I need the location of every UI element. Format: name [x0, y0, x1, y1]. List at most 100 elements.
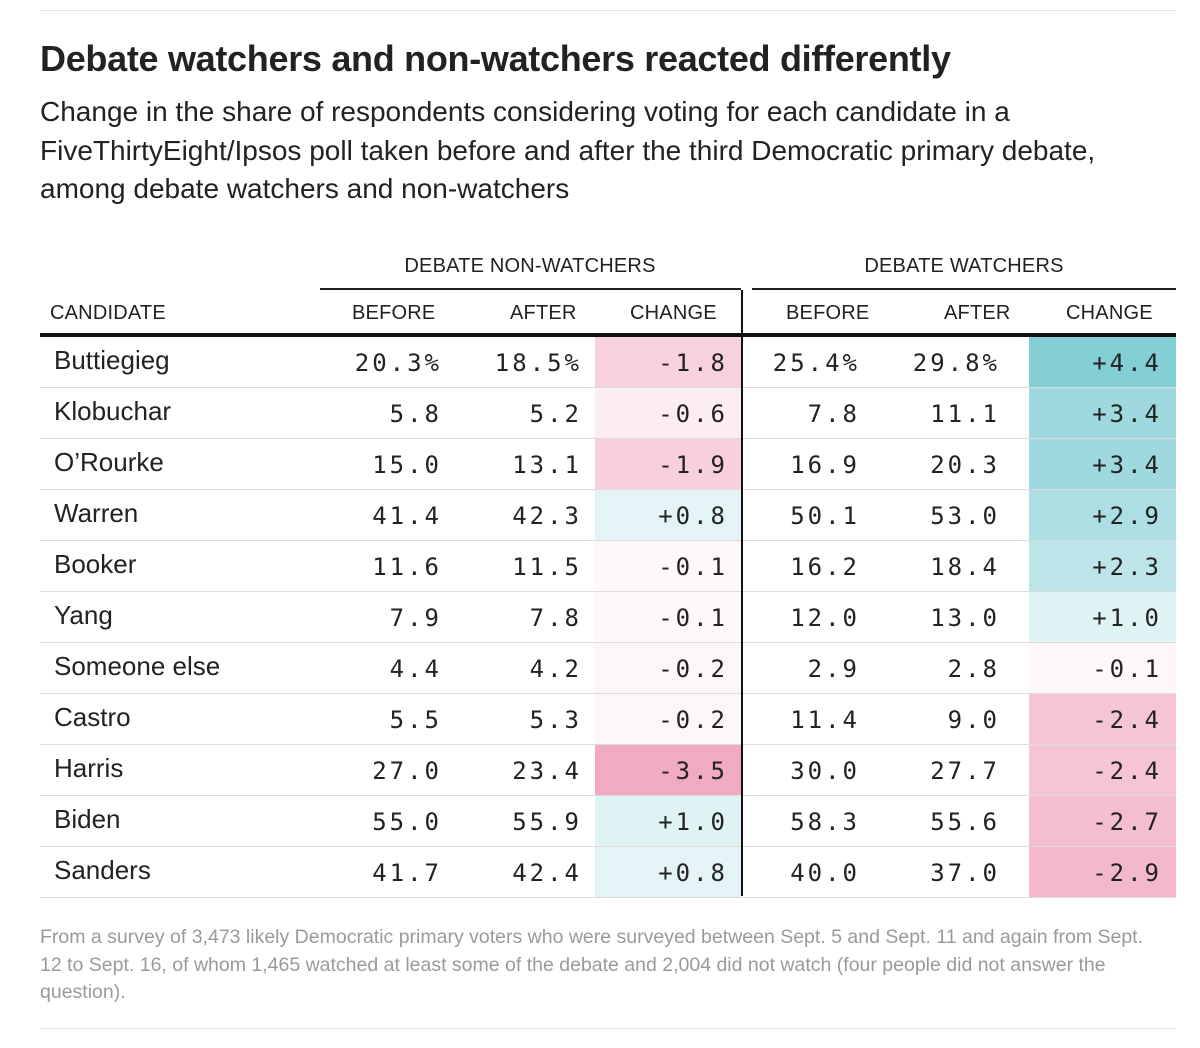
change-cell-non-watchers: [595, 643, 741, 694]
row-separator: [40, 489, 1176, 490]
value-w-after: 29.8%: [912, 349, 1000, 377]
row-separator: [40, 897, 1176, 898]
change-cell-watchers: [1029, 694, 1176, 745]
row-separator: [40, 540, 1176, 541]
value-w-change: -2.4: [1092, 706, 1162, 734]
value-w-change: -2.4: [1092, 757, 1162, 785]
candidate-name: Biden: [54, 804, 121, 834]
value-nw-after: 4.2: [529, 655, 582, 683]
column-header-w-change: CHANGE: [1066, 302, 1153, 324]
value-w-before: 40.0: [790, 859, 860, 887]
change-cell-non-watchers: [595, 541, 741, 592]
change-cell-non-watchers: [595, 439, 741, 490]
table-row: Buttiegieg 20.3% 18.5% -1.8 25.4% 29.8% +4.4: [40, 337, 1176, 388]
change-cell-non-watchers: [595, 847, 741, 898]
value-nw-before: 15.0: [372, 451, 442, 479]
chart-subtitle: Change in the share of respondents consi…: [40, 96, 1096, 204]
change-cell-non-watchers: [595, 388, 741, 439]
value-w-before: 25.4%: [772, 349, 860, 377]
value-nw-before: 41.4: [372, 502, 442, 530]
value-w-before: 16.2: [790, 553, 860, 581]
table-row: Castro 5.5 5.3 -0.2 11.4 9.0 -2.4: [40, 694, 1176, 745]
value-w-before: 16.9: [790, 451, 860, 479]
candidate-name: O’Rourke: [54, 447, 164, 477]
header-rule: [40, 333, 1176, 337]
table-row: Yang 7.9 7.8 -0.1 12.0 13.0 +1.0: [40, 592, 1176, 643]
top-rule: [40, 10, 1176, 11]
value-nw-before: 55.0: [372, 808, 442, 836]
column-header-w-before: BEFORE: [786, 302, 870, 324]
bottom-rule: [40, 1028, 1176, 1029]
change-cell-watchers: [1029, 541, 1176, 592]
value-w-before: 2.9: [807, 655, 860, 683]
chart-title: Debate watchers and non-watchers reacted…: [40, 38, 951, 79]
value-w-after: 13.0: [930, 604, 1000, 632]
value-nw-before: 20.3%: [354, 349, 442, 377]
candidate-name: Buttiegieg: [54, 345, 170, 375]
table-row: O’Rourke 15.0 13.1 -1.9 16.9 20.3 +3.4: [40, 439, 1176, 490]
value-nw-after: 5.2: [529, 400, 582, 428]
change-cell-non-watchers: [595, 745, 741, 796]
value-w-before: 50.1: [790, 502, 860, 530]
row-separator: [40, 846, 1176, 847]
candidate-name: Harris: [54, 753, 124, 783]
value-nw-change: -3.5: [658, 757, 728, 785]
change-cell-watchers: [1029, 388, 1176, 439]
value-nw-change: +0.8: [658, 859, 728, 887]
candidate-name: Yang: [54, 600, 113, 630]
value-nw-after: 18.5%: [494, 349, 582, 377]
table-row: Klobuchar 5.8 5.2 -0.6 7.8 11.1 +3.4: [40, 388, 1176, 439]
value-w-change: -0.1: [1092, 655, 1162, 683]
change-cell-non-watchers: [595, 337, 741, 388]
change-cell-non-watchers: [595, 694, 741, 745]
value-nw-after: 23.4: [512, 757, 582, 785]
group-label-watchers: DEBATE WATCHERS: [864, 255, 1064, 277]
candidate-name: Klobuchar: [54, 396, 172, 426]
table-row: Biden 55.0 55.9 +1.0 58.3 55.6 -2.7: [40, 796, 1176, 847]
value-nw-before: 4.4: [389, 655, 442, 683]
value-w-after: 18.4: [930, 553, 1000, 581]
value-nw-change: -1.9: [658, 451, 728, 479]
table-row: Harris 27.0 23.4 -3.5 30.0 27.7 -2.4: [40, 745, 1176, 796]
group-label-non-watchers: DEBATE NON-WATCHERS: [404, 255, 656, 277]
change-cell-watchers: [1029, 490, 1176, 541]
change-cell-watchers: [1029, 337, 1176, 388]
group-divider: [741, 290, 743, 896]
change-cell-non-watchers: [595, 592, 741, 643]
change-cell-watchers: [1029, 796, 1176, 847]
row-separator: [40, 795, 1176, 796]
value-nw-after: 5.3: [529, 706, 582, 734]
value-w-after: 37.0: [930, 859, 1000, 887]
value-w-before: 58.3: [790, 808, 860, 836]
change-cell-non-watchers: [595, 490, 741, 541]
value-nw-after: 7.8: [529, 604, 582, 632]
value-nw-before: 27.0: [372, 757, 442, 785]
value-nw-before: 41.7: [372, 859, 442, 887]
change-cell-watchers: [1029, 439, 1176, 490]
value-nw-change: -0.1: [658, 553, 728, 581]
table-row: Booker 11.6 11.5 -0.1 16.2 18.4 +2.3: [40, 541, 1176, 592]
column-header-nw-before: BEFORE: [352, 302, 436, 324]
value-w-change: +2.9: [1092, 502, 1162, 530]
value-w-after: 55.6: [930, 808, 1000, 836]
row-separator: [40, 438, 1176, 439]
value-nw-after: 42.3: [512, 502, 582, 530]
row-separator: [40, 744, 1176, 745]
table-row: Someone else 4.4 4.2 -0.2 2.9 2.8 -0.1: [40, 643, 1176, 694]
value-w-after: 27.7: [930, 757, 1000, 785]
value-w-before: 7.8: [807, 400, 860, 428]
candidate-name: Someone else: [54, 651, 221, 681]
column-header-w-after: AFTER: [944, 302, 1011, 324]
value-nw-before: 5.5: [389, 706, 442, 734]
value-nw-before: 7.9: [389, 604, 442, 632]
value-nw-change: -0.1: [658, 604, 728, 632]
row-separator: [40, 693, 1176, 694]
change-cell-watchers: [1029, 847, 1176, 898]
change-cell-watchers: [1029, 643, 1176, 694]
value-w-change: -2.9: [1092, 859, 1162, 887]
value-w-before: 12.0: [790, 604, 860, 632]
value-nw-after: 11.5: [512, 553, 582, 581]
group-underline-watchers: [752, 288, 1176, 290]
value-nw-after: 55.9: [512, 808, 582, 836]
value-w-change: +1.0: [1092, 604, 1162, 632]
